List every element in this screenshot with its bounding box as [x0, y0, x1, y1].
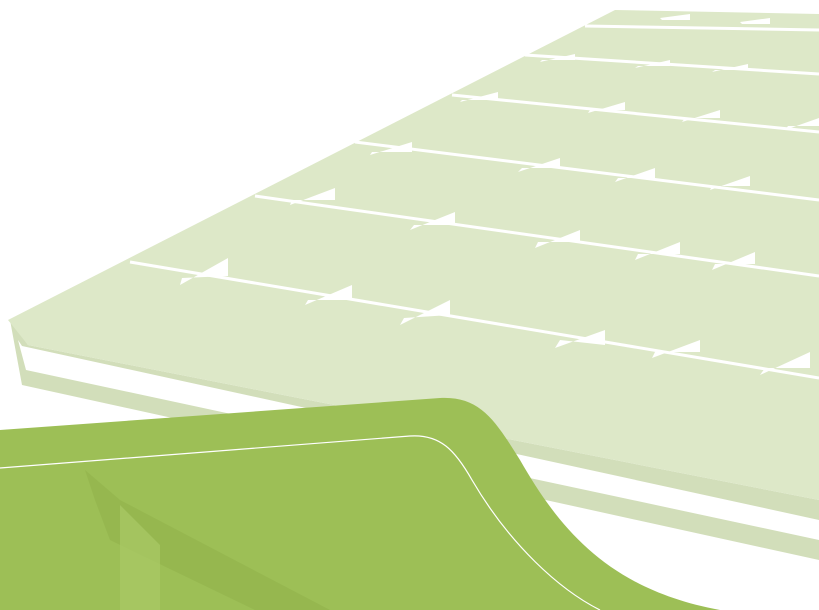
wave-panel-reflection-light [120, 505, 160, 610]
wave-line [0, 435, 601, 610]
solar-panel-connectors [180, 14, 819, 375]
solar-panel-cell-lines [129, 24, 819, 380]
solar-panel-face [8, 10, 819, 500]
